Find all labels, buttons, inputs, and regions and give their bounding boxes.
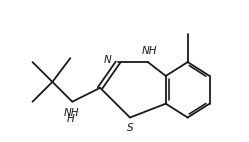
Text: NH: NH — [63, 108, 79, 118]
Text: N: N — [104, 55, 112, 65]
Text: H: H — [67, 114, 75, 124]
Text: NH: NH — [141, 46, 157, 57]
Text: S: S — [127, 123, 133, 133]
